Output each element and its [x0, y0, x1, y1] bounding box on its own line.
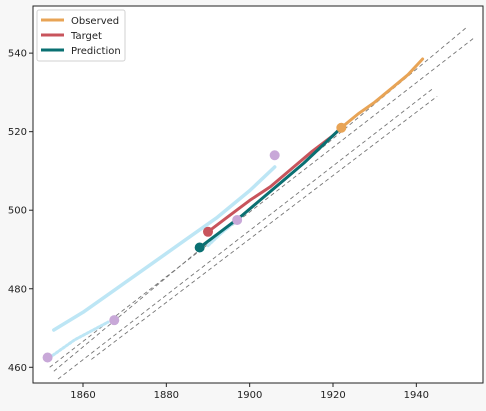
x-tick-label: 1940	[404, 390, 429, 401]
purple-marker	[269, 150, 280, 161]
guide-line	[91, 95, 438, 360]
purple-marker	[42, 352, 53, 363]
legend-label-target: Target	[70, 31, 102, 42]
y-tick-label: 520	[8, 127, 27, 138]
legend-label-prediction: Prediction	[71, 46, 121, 57]
y-tick-label: 540	[8, 49, 27, 60]
x-tick-label: 1900	[237, 390, 262, 401]
legend-box	[36, 9, 126, 62]
y-tick-label: 480	[8, 284, 27, 295]
trajectory-line	[48, 320, 110, 359]
series-marker-target	[203, 226, 213, 237]
plot-frame	[32, 5, 484, 384]
purple-marker	[109, 315, 120, 326]
series-line-prediction	[198, 126, 343, 249]
series-marker-prediction	[194, 242, 205, 253]
guide-line	[57, 88, 434, 380]
series-marker-observed	[336, 122, 347, 133]
guide-line	[49, 37, 475, 368]
trajectory-line	[52, 165, 277, 332]
y-tick-label: 500	[8, 206, 27, 217]
series-lines	[198, 57, 425, 249]
x-tick-label: 1920	[320, 390, 345, 401]
y-tick-label: 460	[8, 363, 27, 374]
x-tick-label: 1860	[70, 390, 95, 401]
y-axis: 460 480 500 520 540	[8, 49, 33, 374]
x-tick-label: 1880	[154, 390, 179, 401]
legend-label-observed: Observed	[71, 16, 119, 27]
markers	[42, 122, 347, 363]
purple-marker	[232, 215, 243, 226]
legend: Observed Target Prediction	[36, 9, 126, 62]
x-axis: 1860 1880 1900 1920 1940	[70, 383, 429, 401]
series-line-observed	[339, 57, 425, 130]
